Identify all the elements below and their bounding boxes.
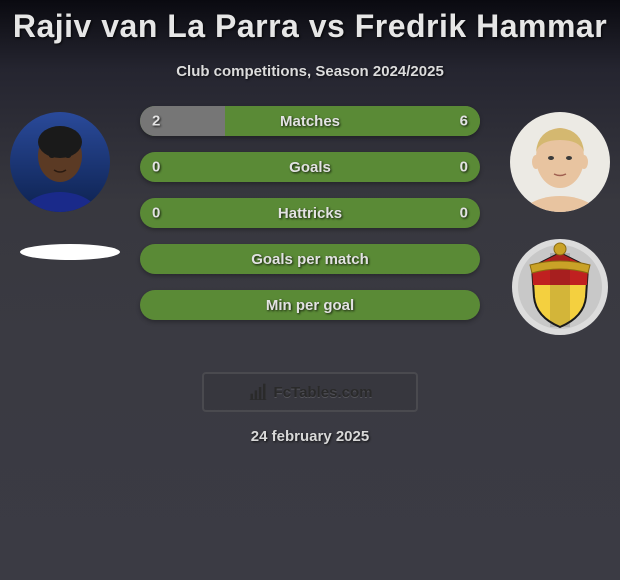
stat-row-min-per-goal: Min per goal <box>140 290 480 320</box>
player-left-avatar <box>10 112 110 212</box>
stat-value-right: 0 <box>460 205 468 222</box>
stat-row-hattricks: Hattricks0 0 <box>140 198 480 228</box>
stat-row-matches: Matches26 <box>140 106 480 136</box>
stat-label: Goals <box>140 159 480 176</box>
player-right-club-logo <box>510 237 610 337</box>
bar-fill-right <box>225 106 480 136</box>
player-left-club-logo <box>20 244 120 260</box>
stat-value-right: 0 <box>460 159 468 176</box>
stat-label: Hattricks <box>140 205 480 222</box>
date-text: 24 february 2025 <box>0 428 620 445</box>
player-right-avatar <box>510 112 610 212</box>
stat-value-left: 2 <box>152 113 160 130</box>
stat-value-left: 0 <box>152 159 160 176</box>
chart-icon <box>248 382 268 402</box>
comparison-area: Matches26Goals00Hattricks00Goals per mat… <box>0 112 620 372</box>
branding-text: FcTables.com <box>274 384 373 401</box>
stat-row-goals-per-match: Goals per match <box>140 244 480 274</box>
branding-box: FcTables.com <box>202 372 418 412</box>
stat-label: Min per goal <box>140 297 480 314</box>
stat-value-left: 0 <box>152 205 160 222</box>
page-title: Rajiv van La Parra vs Fredrik Hammar <box>0 0 620 45</box>
stat-value-right: 6 <box>460 113 468 130</box>
stat-row-goals: Goals0 0 <box>140 152 480 182</box>
stat-bars: Matches26Goals00Hattricks00Goals per mat… <box>140 106 480 336</box>
subtitle: Club competitions, Season 2024/2025 <box>0 63 620 80</box>
stat-label: Goals per match <box>140 251 480 268</box>
